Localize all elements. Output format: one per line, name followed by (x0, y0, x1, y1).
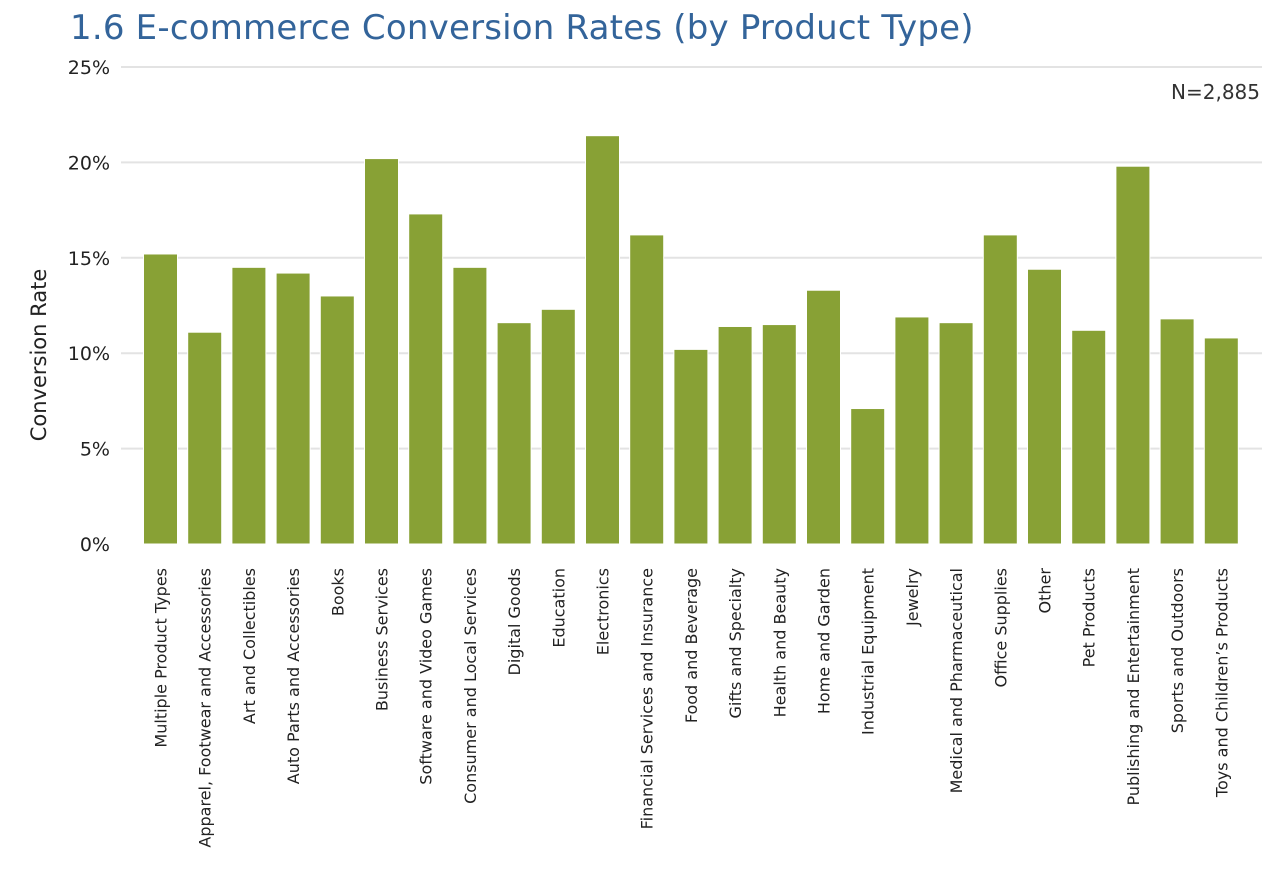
bar (319, 295, 355, 545)
x-tick-label: Auto Parts and Accessories (284, 568, 303, 784)
bar (717, 325, 753, 545)
x-tick-label: Toys and Children’s Products (1212, 568, 1231, 798)
bar (1159, 318, 1195, 545)
bars (143, 135, 1239, 545)
x-tick-label: Health and Beauty (770, 568, 789, 717)
x-tick-label: Electronics (594, 568, 613, 655)
x-tick-label: Home and Garden (815, 568, 834, 714)
x-tick-label: Software and Video Games (417, 568, 436, 785)
x-tick-label: Food and Beverage (682, 568, 701, 723)
bar (1071, 329, 1107, 545)
bar (761, 324, 797, 545)
x-tick-label: Pet Products (1080, 568, 1099, 667)
x-tick-label: Gifts and Specialty (726, 568, 745, 718)
y-tick-label: 25% (68, 57, 110, 79)
x-tick-label: Consumer and Local Services (461, 568, 480, 804)
bar (673, 348, 709, 545)
bar (452, 266, 488, 545)
x-tick-label: Apparel, Footwear and Accessories (196, 568, 215, 848)
bar (629, 234, 665, 545)
bar (938, 322, 974, 545)
bar (806, 289, 841, 545)
x-tick-label: Other (1036, 568, 1055, 614)
bar (231, 266, 267, 545)
bar (540, 308, 576, 545)
bar (408, 213, 444, 545)
bar (1203, 337, 1239, 545)
y-tick-label: 10% (68, 343, 110, 365)
bar (275, 272, 311, 545)
y-tick-label: 0% (80, 534, 110, 556)
x-tick-label: Jewelry (903, 568, 922, 627)
x-tick-label: Sports and Outdoors (1168, 568, 1187, 733)
sample-size-annotation: N=2,885 (1171, 80, 1260, 104)
y-tick-label: 15% (68, 248, 110, 270)
x-tick-label: Medical and Pharmaceutical (947, 568, 966, 793)
x-tick-label: Education (549, 568, 568, 648)
bar (364, 158, 399, 545)
bar (585, 135, 620, 545)
bar (143, 253, 178, 545)
x-tick-label: Financial Services and Insurance (638, 568, 657, 829)
bar (894, 316, 930, 545)
x-tick-label: Art and Collectibles (240, 568, 259, 724)
x-tick-label: Multiple Product Types (152, 568, 171, 748)
y-tick-label: 5% (80, 439, 110, 461)
y-tick-label: 20% (68, 152, 110, 174)
x-tick-label: Office Supplies (991, 568, 1010, 687)
bar (187, 331, 223, 545)
bar (982, 234, 1018, 545)
x-tick-label: Publishing and Entertainment (1124, 568, 1143, 806)
y-axis-ticks: 0% 5% 10% 15% 20% 25% (68, 57, 110, 556)
x-tick-label: Digital Goods (505, 568, 524, 675)
chart-title: 1.6 E-commerce Conversion Rates (by Prod… (70, 8, 974, 48)
bar (1115, 165, 1151, 545)
bar (496, 322, 532, 545)
x-tick-label: Books (328, 568, 347, 616)
x-axis-category-labels: Multiple Product Types Apparel, Footwear … (152, 568, 1232, 848)
bar (1027, 268, 1062, 545)
y-axis-label: Conversion Rate (27, 269, 51, 442)
x-tick-label: Business Services (373, 568, 392, 711)
x-tick-label: Industrial Equipment (859, 568, 878, 735)
bar (850, 408, 886, 545)
